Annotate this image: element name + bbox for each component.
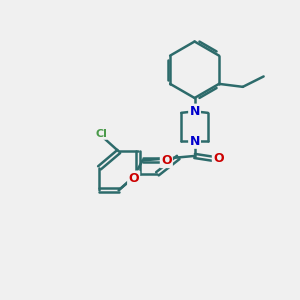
- Text: N: N: [189, 105, 200, 118]
- Text: O: O: [213, 152, 224, 165]
- Text: O: O: [161, 154, 172, 167]
- Text: Cl: Cl: [95, 129, 107, 139]
- Text: O: O: [128, 172, 139, 185]
- Text: N: N: [189, 135, 200, 148]
